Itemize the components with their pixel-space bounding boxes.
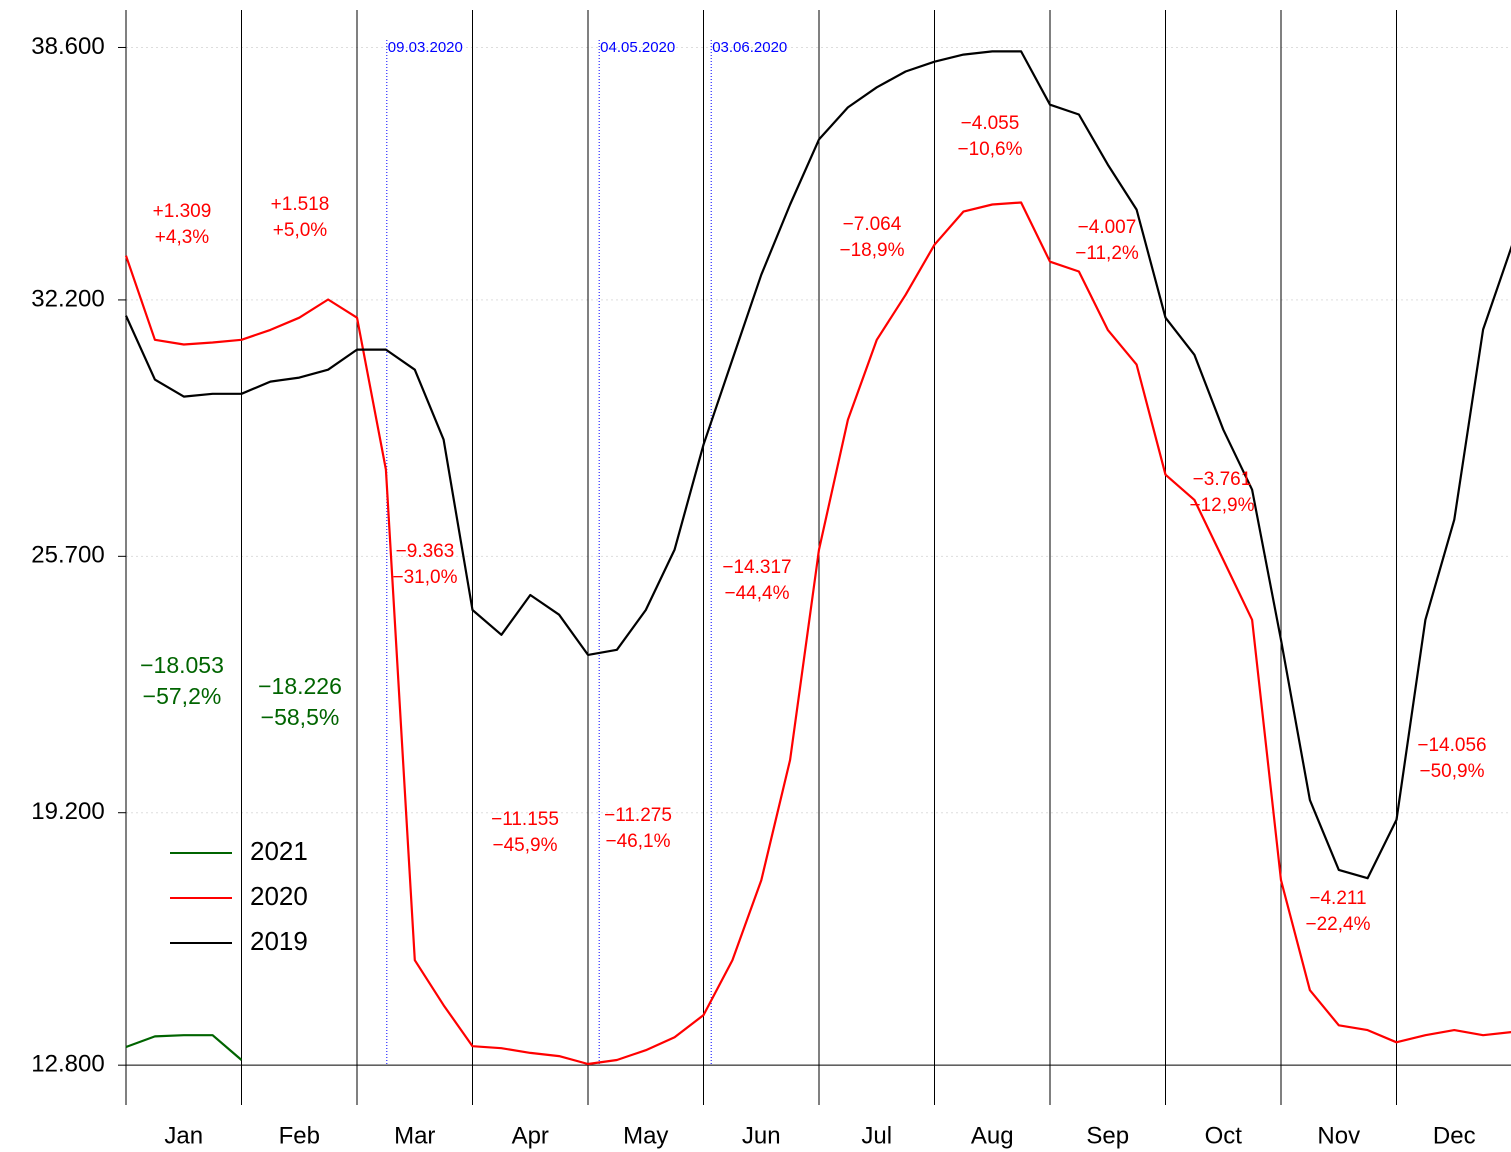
annotation: −14.317 <box>722 557 791 578</box>
annotation: −10,6% <box>958 139 1023 160</box>
annotation: −4.007 <box>1078 217 1137 238</box>
y-tick-label: 19.200 <box>31 798 104 825</box>
annotation: −11.275 <box>604 805 672 826</box>
annotation: −18.053 <box>140 652 224 678</box>
annotation: −57,2% <box>143 683 222 709</box>
series-line <box>124 50 1511 880</box>
x-tick-label: Jun <box>742 1122 781 1149</box>
annotation: −22,4% <box>1306 914 1371 935</box>
y-tick-label: 25.700 <box>31 542 104 569</box>
x-tick-label: Nov <box>1317 1122 1360 1149</box>
annotation: −18.226 <box>258 673 342 699</box>
y-tick-label: 12.800 <box>31 1051 104 1078</box>
annotation: −11.155 <box>491 809 559 830</box>
annotation: −31,0% <box>393 567 458 588</box>
x-tick-label: May <box>623 1122 668 1149</box>
annotation: −18,9% <box>840 240 905 261</box>
x-tick-label: Mar <box>394 1122 435 1149</box>
y-tick-label: 38.600 <box>31 33 104 60</box>
date-marker-label: 03.06.2020 <box>712 39 787 56</box>
series-line <box>125 1034 243 1061</box>
x-tick-label: Aug <box>971 1122 1014 1149</box>
series-line <box>124 201 1511 1066</box>
annotation: −58,5% <box>261 704 340 730</box>
x-tick-label: Sep <box>1086 1122 1129 1149</box>
date-marker-label: 09.03.2020 <box>388 39 463 56</box>
x-tick-label: Apr <box>512 1122 549 1149</box>
x-tick-label: Oct <box>1205 1122 1243 1149</box>
annotation: −4.055 <box>961 113 1020 134</box>
date-marker-label: 04.05.2020 <box>600 39 675 56</box>
legend-label: 2019 <box>250 926 308 956</box>
legend-label: 2021 <box>250 836 308 866</box>
annotation: +1.518 <box>271 194 330 215</box>
annotation: −44,4% <box>725 583 790 604</box>
annotation: −7.064 <box>843 214 902 235</box>
x-tick-label: Dec <box>1433 1122 1476 1149</box>
annotation: −4.211 <box>1309 888 1366 909</box>
legend-label: 2020 <box>250 881 308 911</box>
x-tick-label: Jan <box>164 1122 203 1149</box>
annotation: −50,9% <box>1420 761 1485 782</box>
annotation: −12,9% <box>1190 495 1255 516</box>
x-tick-label: Jul <box>861 1122 892 1149</box>
annotation: −45,9% <box>493 835 558 856</box>
x-tick-label: Feb <box>279 1122 320 1149</box>
annotation: +1.309 <box>153 201 212 222</box>
annotation: −3.761 <box>1193 469 1252 490</box>
y-tick-label: 32.200 <box>31 285 104 312</box>
annotation: −9.363 <box>396 541 455 562</box>
annotation: +5,0% <box>273 220 328 241</box>
annotation: −11,2% <box>1075 243 1139 264</box>
annotation: −14.056 <box>1417 735 1486 756</box>
annotation: +4,3% <box>155 227 210 248</box>
annotation: −46,1% <box>606 831 671 852</box>
